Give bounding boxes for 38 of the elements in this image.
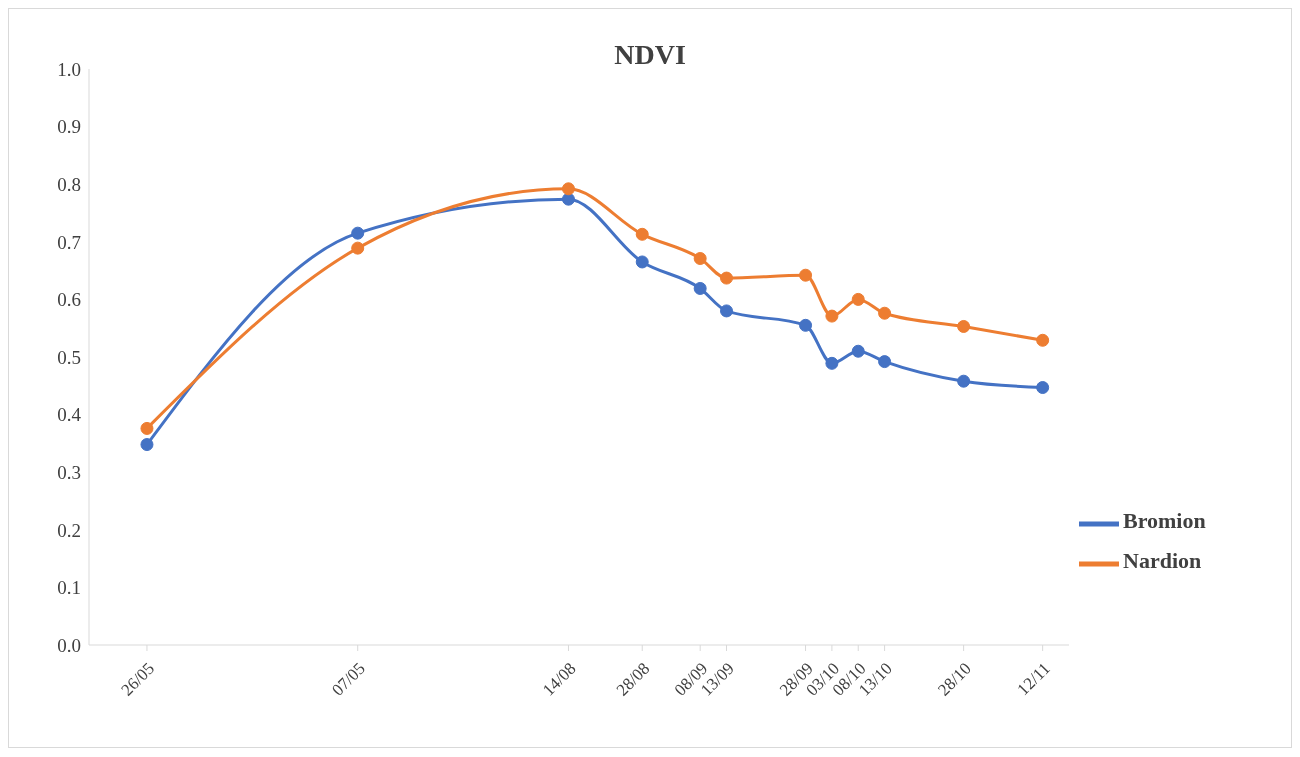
y-tick-label: 1.0: [57, 58, 81, 80]
point: [720, 271, 734, 285]
point: [635, 255, 649, 269]
point: [799, 268, 813, 282]
point: [693, 281, 707, 295]
point: [635, 227, 649, 241]
y-tick-label: 0.0: [57, 634, 81, 656]
point: [825, 356, 839, 370]
point: [561, 182, 575, 196]
point: [140, 438, 154, 452]
point: [720, 304, 734, 318]
y-tick-label: 0.2: [57, 519, 81, 541]
y-tick-label: 0.7: [57, 231, 81, 253]
y-tick-label: 0.5: [57, 346, 81, 368]
point: [140, 421, 154, 435]
point: [825, 309, 839, 323]
y-tick-label: 0.1: [57, 577, 81, 599]
y-tick-label: 0.8: [57, 173, 81, 195]
y-tick-label: 0.9: [57, 116, 81, 138]
point: [851, 344, 865, 358]
point: [693, 252, 707, 265]
point: [1036, 333, 1050, 347]
point: [957, 374, 971, 388]
chart-title: NDVI: [614, 39, 686, 70]
legend-label: Nardion: [1123, 547, 1202, 573]
point: [561, 192, 575, 206]
y-tick-label: 0.3: [57, 461, 81, 483]
point: [878, 355, 892, 369]
point: [351, 241, 365, 255]
point: [878, 306, 892, 320]
legend-label: Bromion: [1123, 507, 1206, 533]
point: [957, 319, 971, 333]
point: [851, 292, 865, 306]
point: [799, 318, 813, 332]
point: [351, 226, 365, 240]
y-tick-label: 0.4: [57, 404, 82, 426]
point: [1036, 381, 1050, 395]
y-tick-label: 0.6: [57, 289, 81, 311]
